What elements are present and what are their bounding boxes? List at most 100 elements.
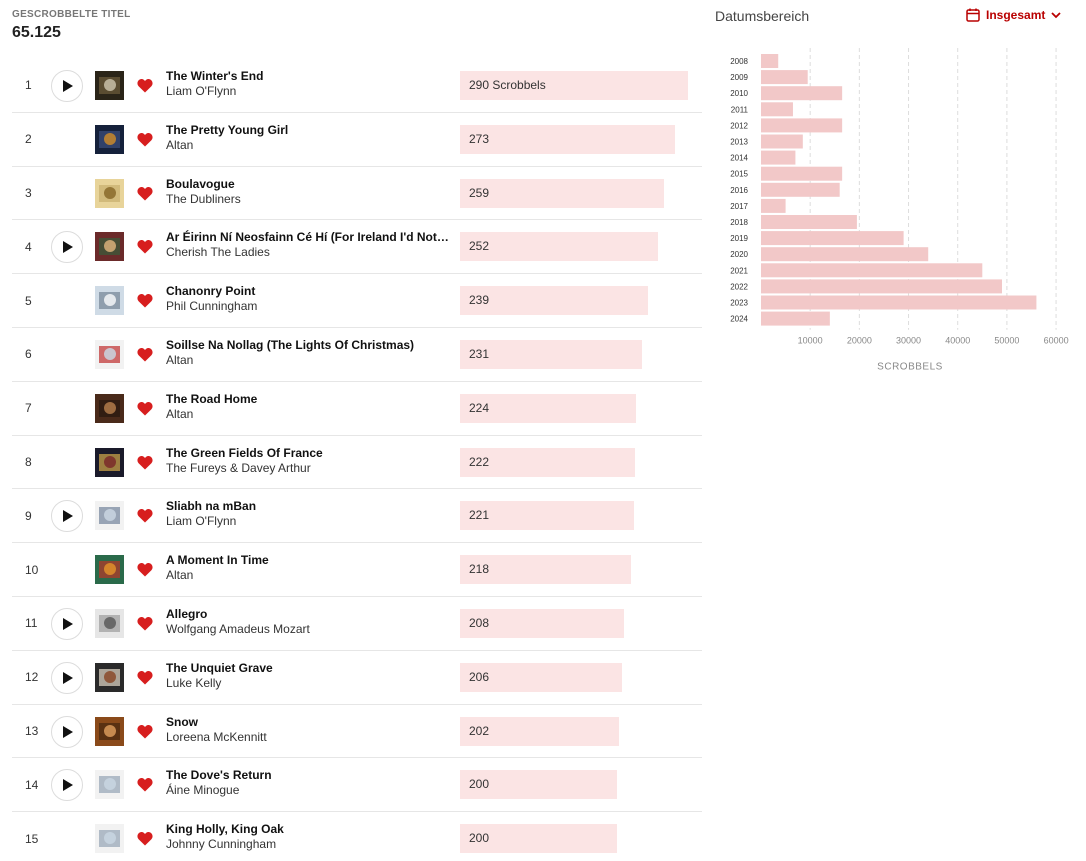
heart-icon[interactable] (137, 132, 153, 147)
track-rank: 8 (25, 454, 32, 469)
track-title-link[interactable]: Chanonry Point (166, 284, 256, 299)
play-button[interactable] (51, 70, 83, 102)
track-title-link[interactable]: The Dove's Return (166, 768, 272, 783)
track-artist-link[interactable]: Luke Kelly (166, 675, 222, 690)
album-cover-image[interactable] (95, 232, 124, 262)
chart-bar (761, 134, 803, 149)
scrobble-count-bar[interactable]: 206 (460, 662, 690, 692)
date-range-dropdown[interactable]: Insgesamt (966, 8, 1061, 22)
scrobble-count-bar[interactable]: 231 (460, 339, 690, 369)
track-artist-link[interactable]: Phil Cunningham (166, 299, 258, 314)
track-title-link[interactable]: Boulavogue (166, 176, 235, 191)
track-row: 15 King Holly, King Oak Johnny Cunningham 2… (12, 812, 702, 861)
scrobble-bar-fill (460, 178, 664, 208)
play-icon (61, 617, 73, 630)
play-button[interactable] (51, 715, 83, 748)
track-artist-link[interactable]: Altan (166, 568, 194, 583)
scrobble-count-bar[interactable]: 200 (460, 770, 690, 800)
track-title-link[interactable]: Snow (166, 714, 198, 729)
track-title-link[interactable]: Allegro (166, 606, 208, 621)
album-cover-image[interactable] (95, 124, 124, 154)
track-artist-link[interactable]: The Fureys & Davey Arthur (166, 460, 311, 475)
heart-icon[interactable] (137, 186, 153, 201)
track-artist-link[interactable]: Loreena McKennitt (166, 729, 267, 744)
track-rank: 3 (25, 185, 32, 200)
album-cover-image[interactable] (95, 447, 124, 477)
scrobble-count-bar[interactable]: 200 (460, 824, 690, 854)
track-artist-link[interactable]: Cherish The Ladies (166, 245, 270, 260)
track-artist-link[interactable]: The Dubliners (166, 191, 241, 206)
track-title-link[interactable]: The Green Fields Of France (166, 445, 323, 460)
chart-bar (761, 215, 857, 229)
scrobble-count-bar[interactable]: 218 (460, 555, 690, 585)
heart-icon[interactable] (137, 347, 153, 362)
album-cover-image[interactable] (95, 555, 124, 585)
heart-icon[interactable] (137, 401, 153, 416)
play-button[interactable] (51, 500, 83, 533)
calendar-icon (966, 8, 980, 22)
track-title-link[interactable]: King Holly, King Oak (166, 822, 284, 837)
play-button[interactable] (51, 231, 83, 264)
play-button[interactable] (51, 769, 83, 802)
track-artist-link[interactable]: Altan (166, 406, 194, 421)
album-cover-image[interactable] (95, 501, 124, 531)
heart-icon[interactable] (137, 239, 153, 254)
track-artist-link[interactable]: Johnny Cunningham (166, 837, 277, 852)
scrobble-count-bar[interactable]: 273 (460, 124, 690, 154)
heart-icon[interactable] (137, 78, 153, 93)
heart-icon[interactable] (137, 508, 153, 523)
scrobble-count-bar[interactable]: 208 (460, 608, 690, 638)
heart-icon[interactable] (137, 670, 153, 685)
track-title-link[interactable]: The Road Home (166, 391, 258, 406)
track-title-link[interactable]: The Unquiet Grave (166, 660, 273, 675)
album-cover-image[interactable] (95, 716, 124, 746)
scrobble-count-bar[interactable]: 222 (460, 447, 690, 477)
album-cover-image[interactable] (95, 178, 124, 208)
play-button[interactable] (51, 661, 83, 694)
scrobble-count-bar[interactable]: 221 (460, 501, 690, 531)
track-artist-link[interactable]: Liam O'Flynn (166, 84, 237, 98)
album-cover-image[interactable] (95, 339, 124, 369)
track-artist-link[interactable]: Altan (166, 137, 194, 152)
album-cover-image[interactable] (95, 662, 124, 692)
track-title-link[interactable]: Soillse Na Nollag (The Lights Of Christm… (166, 337, 415, 352)
album-cover-image[interactable] (95, 770, 124, 800)
track-artist-link[interactable]: Altan (166, 352, 194, 367)
track-artist-link[interactable]: Áine Minogue (166, 783, 240, 798)
heart-icon[interactable] (137, 616, 153, 631)
track-title-link[interactable]: A Moment In Time (166, 553, 269, 568)
play-button[interactable] (51, 607, 83, 640)
scrobble-count-bar[interactable]: 224 (460, 393, 690, 423)
heart-icon[interactable] (137, 293, 153, 308)
track-artist-link[interactable]: Wolfgang Amadeus Mozart (166, 621, 310, 636)
album-cover-image[interactable] (95, 608, 124, 638)
heart-icon[interactable] (137, 831, 153, 846)
scrobble-count-bar[interactable]: 202 (460, 716, 690, 746)
play-icon (61, 779, 73, 792)
scrobble-bar-fill (460, 608, 624, 638)
album-cover-image[interactable] (95, 286, 124, 316)
heart-icon[interactable] (137, 777, 153, 792)
chart-bar (761, 150, 796, 165)
scrobble-count-bar[interactable]: 239 (460, 286, 690, 316)
track-title-link[interactable]: Sliabh na mBan (166, 499, 257, 514)
chart-x-tick-label: 20000 (847, 336, 872, 346)
track-artist-link[interactable]: Liam O'Flynn (166, 514, 237, 529)
track-row: 5 Chanonry Point Phil Cunningham 239 (12, 274, 702, 328)
scrobble-count: 202 (469, 723, 490, 738)
heart-icon[interactable] (137, 724, 153, 739)
chart-bar (761, 263, 983, 278)
scrobble-count-bar[interactable]: 252 (460, 232, 690, 262)
album-cover-image[interactable] (95, 824, 124, 854)
track-title-link[interactable]: Ar Éirinn Ní Neosfainn Cé Hí (For Irelan… (166, 230, 451, 245)
heart-icon[interactable] (137, 562, 153, 577)
scrobble-count-bar[interactable]: 259 (460, 178, 690, 208)
heart-icon[interactable] (137, 455, 153, 470)
track-list: 1 The Winter's End Liam O'Flynn 290 Scrobbe… (12, 59, 702, 861)
scrobble-count: 200 (469, 777, 490, 792)
scrobble-count-bar[interactable]: 290 Scrobbels (460, 71, 690, 100)
track-title-link[interactable]: The Winter's End (166, 69, 264, 83)
album-cover-image[interactable] (95, 71, 124, 100)
album-cover-image[interactable] (95, 393, 124, 423)
track-title-link[interactable]: The Pretty Young Girl (166, 122, 289, 137)
